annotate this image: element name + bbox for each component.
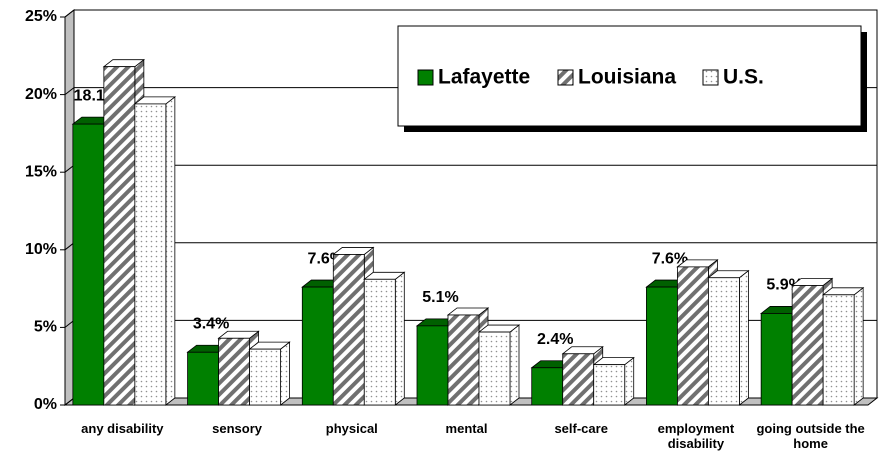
value-label: 2.4% xyxy=(537,331,573,348)
value-label: 3.4% xyxy=(193,315,229,332)
bar-front xyxy=(301,286,334,406)
bar-front xyxy=(593,364,626,406)
bar-side xyxy=(853,286,864,406)
grid-line xyxy=(64,9,877,18)
x-tick-label: sensory xyxy=(212,421,262,436)
x-tick-label: going outside the home xyxy=(756,421,865,451)
bar-front xyxy=(531,367,564,406)
y-tick-label: 10% xyxy=(25,241,57,258)
y-tick-label: 5% xyxy=(34,319,57,336)
x-tick-label: mental xyxy=(445,421,488,436)
legend-label: Louisiana xyxy=(578,66,676,89)
bar-front xyxy=(677,266,709,406)
bar xyxy=(821,286,865,406)
bar-front xyxy=(562,353,595,406)
bar xyxy=(133,96,177,406)
value-label: 7.6% xyxy=(652,250,688,267)
bar xyxy=(707,269,750,406)
bar-front xyxy=(708,277,740,406)
bar-front xyxy=(822,294,855,406)
bar-front xyxy=(416,325,449,406)
bar-side xyxy=(280,341,290,406)
y-tick-label: 20% xyxy=(25,86,57,103)
bar-front xyxy=(363,278,396,406)
bar-front xyxy=(72,123,105,406)
bar-front xyxy=(249,348,281,406)
bar-side xyxy=(509,324,520,406)
bar-front xyxy=(218,337,250,406)
bar-side xyxy=(165,96,176,406)
x-tick-label: employment disability xyxy=(657,421,735,451)
y-tick-label: 0% xyxy=(34,396,57,413)
x-tick-label: any disability xyxy=(81,421,164,436)
bar xyxy=(645,279,688,406)
legend-swatch xyxy=(417,69,434,86)
bar-front xyxy=(103,66,136,406)
bar-side xyxy=(624,356,635,406)
bar xyxy=(363,271,406,406)
x-tick-label: physical xyxy=(325,421,378,436)
bar-front xyxy=(791,285,824,406)
bar xyxy=(248,341,291,406)
legend-swatch xyxy=(702,69,719,86)
bar xyxy=(592,356,635,406)
y-tick-label: 15% xyxy=(25,163,57,180)
legend-label: U.S. xyxy=(723,66,764,89)
bar-front xyxy=(134,103,167,406)
bar-front xyxy=(646,286,678,406)
bar-front xyxy=(332,254,365,406)
bar-front xyxy=(478,331,511,406)
legend-swatch xyxy=(557,69,574,86)
legend xyxy=(397,25,862,127)
bar-front xyxy=(447,314,480,406)
bar-side xyxy=(394,271,405,406)
value-label: 5.1% xyxy=(422,289,458,306)
bar xyxy=(477,324,521,406)
bar-front xyxy=(187,351,219,406)
legend-label: Lafayette xyxy=(438,66,530,89)
y-tick-label: 25% xyxy=(25,8,57,25)
bar-side xyxy=(739,269,749,406)
bar-front xyxy=(760,313,793,406)
x-tick-label: self-care xyxy=(554,421,608,436)
